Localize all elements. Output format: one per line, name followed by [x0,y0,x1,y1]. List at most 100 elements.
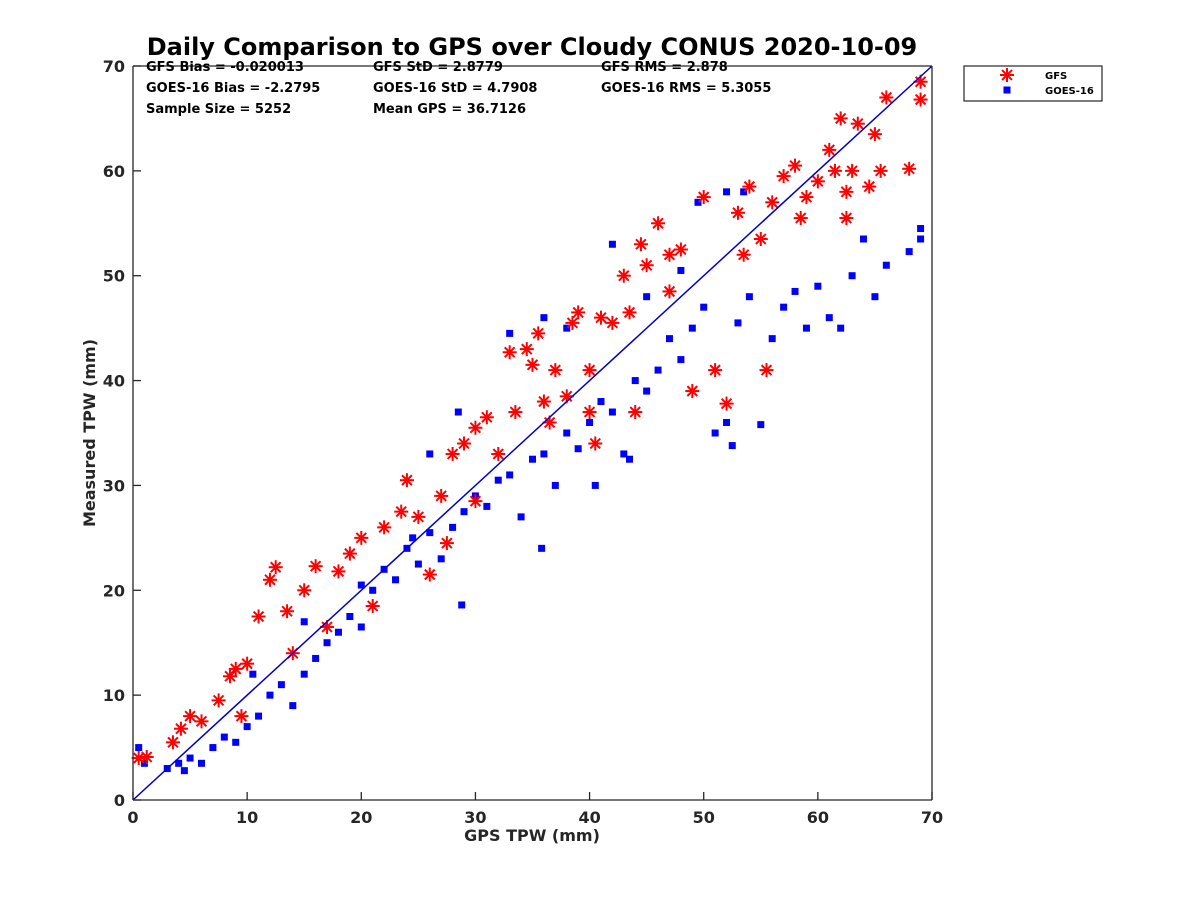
gfs-point [759,363,774,378]
gfs-point [651,216,666,231]
goes16-point [860,235,868,243]
goes16-point [723,188,731,196]
gfs-point [639,258,654,273]
goes16-point [780,303,788,311]
goes16-point [574,445,582,453]
goes16-point [249,670,257,678]
legend-goes16-label: GOES-16 [1045,86,1094,97]
gfs-point [822,142,837,157]
plot-area [131,65,933,801]
gfs-point [685,384,700,399]
gfs-point [588,436,603,451]
goes16-point [677,356,685,364]
gfs-point [793,211,808,226]
goes16-point [643,293,651,301]
x-tick-label: 50 [693,808,715,827]
goes16-point [483,502,491,510]
goes16-point [586,419,594,427]
gfs-point [736,247,751,262]
goes16-point [540,314,548,322]
goes16-point [608,240,616,248]
goes16-point [734,319,742,327]
goes16-point [426,450,434,458]
gfs-point [605,315,620,330]
gfs-point [308,559,323,574]
gfs-point [434,488,449,503]
goes16-point [209,744,217,752]
gfs-point [531,326,546,341]
gfs-point [240,656,255,671]
goes16-point [882,261,890,269]
legend-goes16-marker [1003,86,1011,94]
goes16-point [392,576,400,584]
goes16-point [665,335,673,343]
goes16-point [517,513,525,521]
series-gfs [131,74,928,766]
gfs-point [173,721,188,736]
gfs-point [582,405,597,420]
y-tick-label: 20 [103,581,125,600]
gfs-point [228,661,243,676]
gfs-point [799,190,814,205]
legend-gfs-asterisk [1000,68,1014,82]
y-tick-label: 50 [103,267,125,286]
goes16-point [458,601,466,609]
gfs-point [468,420,483,435]
gfs-point [194,714,209,729]
gfs-point [788,158,803,173]
goes16-point [677,266,685,274]
goes16-point [449,523,457,531]
gfs-point [833,111,848,126]
goes16-point [180,767,188,775]
stat-goes-rms: GOES-16 RMS = 5.3055 [601,81,771,96]
goes16-point [768,335,776,343]
goes16-point [917,235,925,243]
goes16-point [814,282,822,290]
gfs-point [593,310,608,325]
y-tick-label: 30 [103,476,125,495]
goes16-point [745,293,753,301]
axes: 0 10 20 30 40 50 60 70 0 10 20 30 40 50 60 70 [103,57,943,827]
goes16-point [711,429,719,437]
gfs-point [548,363,563,378]
x-tick-label: 70 [921,808,943,827]
goes16-point [728,442,736,450]
gfs-point [262,572,277,587]
gfs-point [913,92,928,107]
gfs-point [776,169,791,184]
gfs-point [879,90,894,105]
goes16-point [563,429,571,437]
goes16-point [620,450,628,458]
goes16-point [591,481,599,489]
goes16-point [529,455,536,463]
gfs-point [354,530,369,545]
gfs-point [845,163,860,178]
goes16-point [277,681,285,689]
gfs-point [439,536,454,551]
goes16-point [551,481,559,489]
gfs-point [536,394,551,409]
goes16-point [369,586,377,594]
goes16-point [791,287,799,295]
gfs-point [696,190,711,205]
gfs-point [139,750,154,765]
gfs-point [839,211,854,226]
gfs-point [377,520,392,535]
gfs-point [616,268,631,283]
gfs-point [365,599,380,614]
x-tick-label: 60 [807,808,829,827]
y-tick-label: 70 [103,57,125,76]
gfs-point [525,357,540,372]
gfs-point [565,315,580,330]
goes16-point [905,248,913,256]
gfs-point [730,205,745,220]
goes16-point [140,759,148,767]
gfs-point [394,504,409,519]
goes16-point [414,560,422,568]
goes16-point [409,534,417,542]
goes16-point [460,508,468,516]
gfs-point [251,609,266,624]
goes16-point [454,408,462,416]
goes16-point [723,419,731,427]
